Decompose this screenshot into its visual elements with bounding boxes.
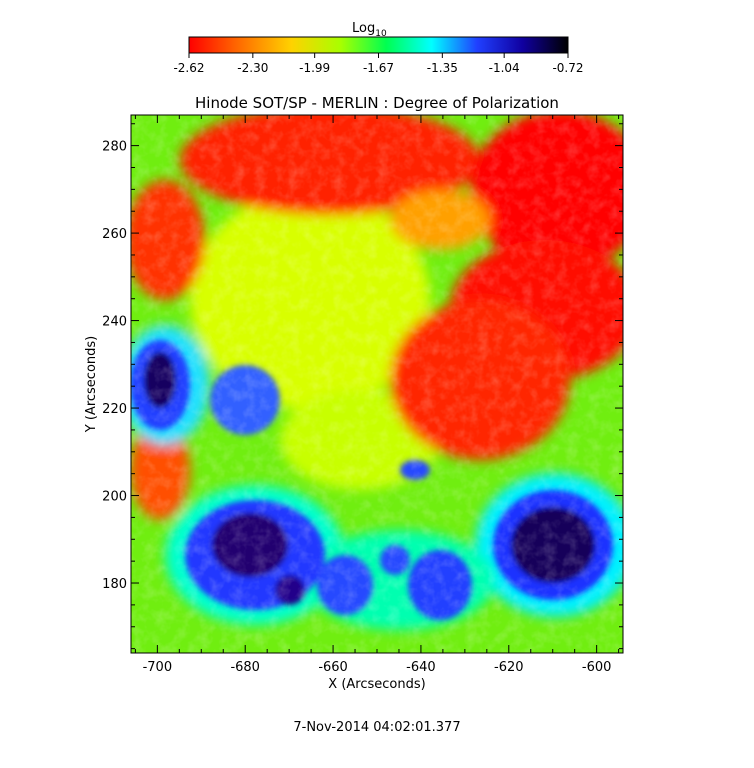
x-tick-label: -600: [582, 660, 612, 675]
y-tick-label: 280: [102, 140, 127, 155]
y-tick-label: 180: [102, 577, 127, 592]
colorbar-tick-label: -1.99: [299, 61, 330, 75]
colorbar: Log10 -2.62 -2.30 -1.99 -1.67 -1.35 -1.04 -0.7…: [173, 21, 583, 75]
chart-title: Hinode SOT/SP - MERLIN : Degree of Polar…: [195, 94, 559, 112]
colorbar-tick-label: -2.62: [173, 61, 204, 75]
y-axis-label: Y (Arcseconds): [84, 336, 99, 433]
x-axis-label: X (Arcseconds): [328, 677, 425, 692]
heatmap-image: [131, 115, 623, 653]
colorbar-label: Log10: [352, 21, 387, 39]
x-tick-label: -620: [494, 660, 524, 675]
x-tick-label: -700: [143, 660, 173, 675]
y-tick-label: 240: [102, 315, 127, 330]
timestamp: 7-Nov-2014 04:02:01.377: [293, 720, 460, 735]
y-tick-label: 260: [102, 227, 127, 242]
colorbar-gradient: [188, 36, 569, 54]
y-axis: 180 200 220 240 260 280: [102, 123, 623, 650]
x-tick-label: -660: [318, 660, 348, 675]
colorbar-tick-label: -2.30: [237, 61, 268, 75]
colorbar-tick-label: -1.04: [489, 61, 520, 75]
colorbar-ticks: -2.62 -2.30 -1.99 -1.67 -1.35 -1.04 -0.72: [173, 53, 584, 75]
y-tick-label: 220: [102, 402, 127, 417]
colorbar-tick-label: -1.35: [427, 61, 458, 75]
x-axis: -700 -680 -660 -640 -620 -600: [134, 115, 620, 675]
x-tick-label: -680: [230, 660, 260, 675]
y-tick-label: 200: [102, 490, 127, 505]
x-tick-label: -640: [406, 660, 436, 675]
colorbar-tick-label: -0.72: [552, 61, 583, 75]
colorbar-tick-label: -1.67: [363, 61, 394, 75]
